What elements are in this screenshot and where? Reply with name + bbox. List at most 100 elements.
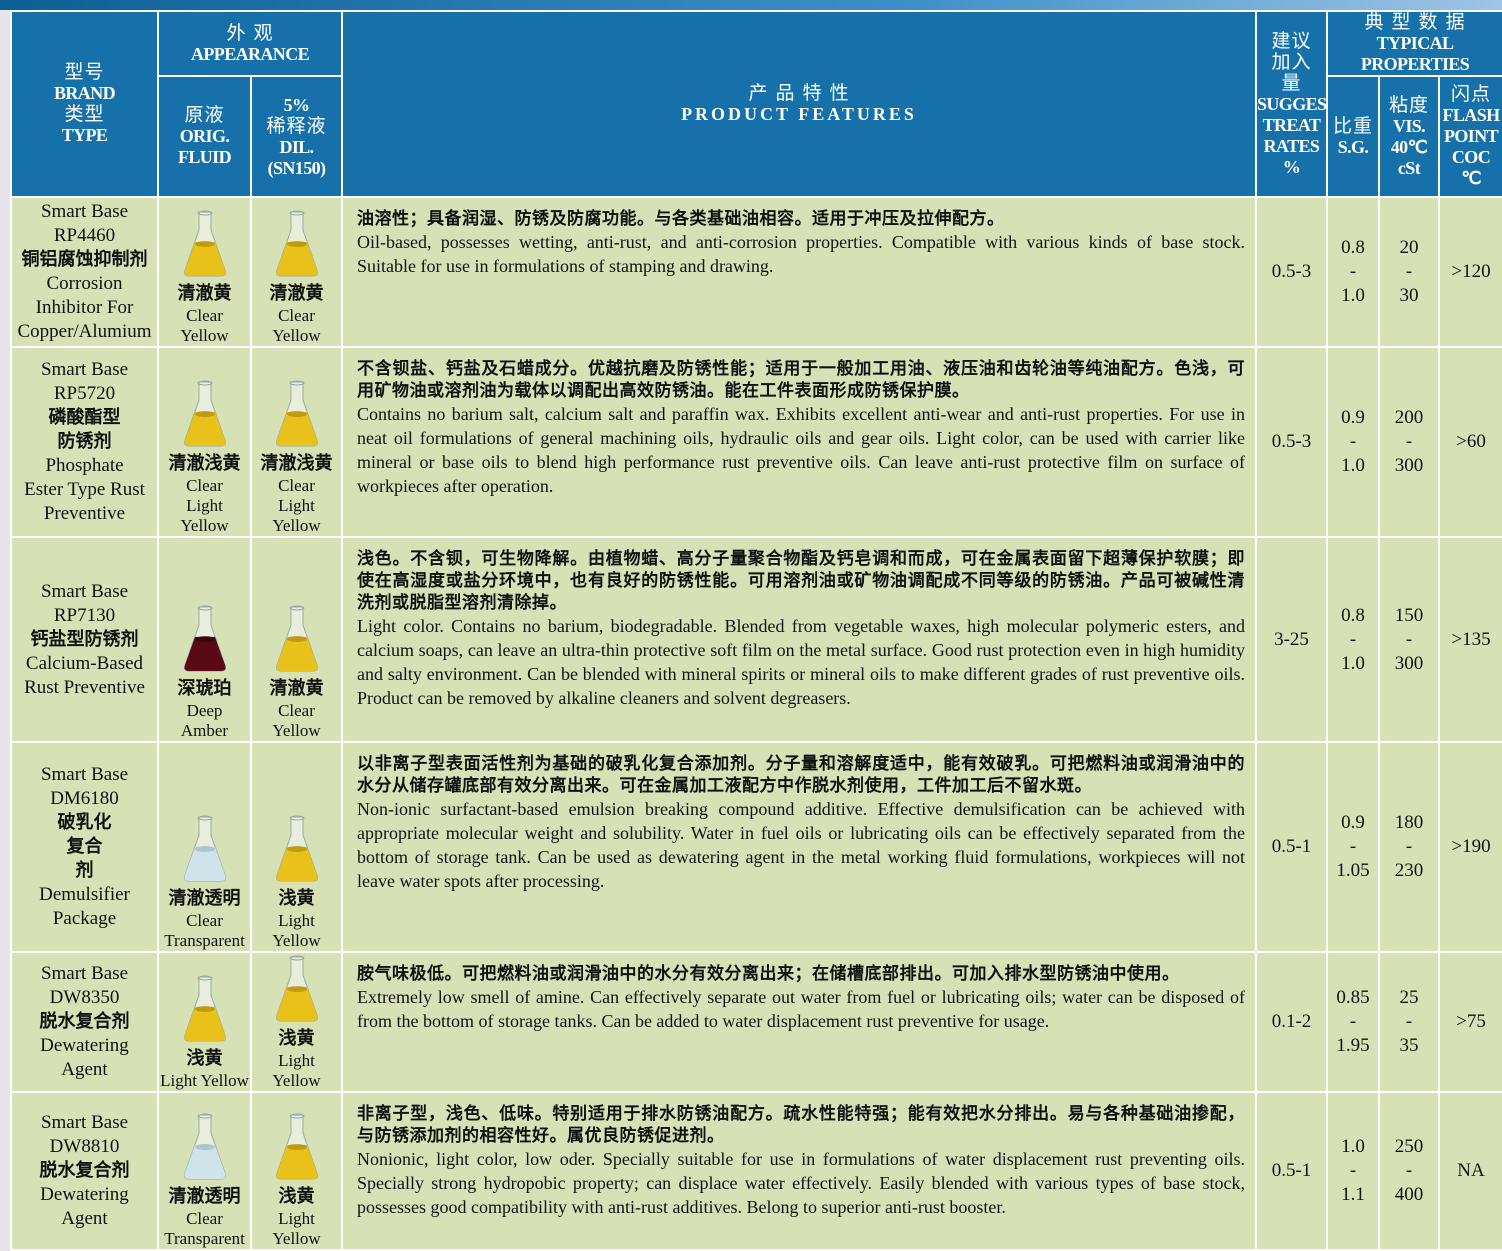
orig-line: Clear	[186, 306, 223, 325]
orig-line: 清澈透明	[168, 888, 241, 909]
sg-line: -	[1349, 1160, 1357, 1181]
vis-line: 150	[1394, 604, 1424, 626]
brand-line: Smart Base	[40, 963, 129, 984]
header-row: 原液 ORIG. FLUID 5% 稀释液 DIL. (SN150) 比重 S.G. 粘度 VIS.…	[11, 75, 1502, 198]
sg-line: 1.0	[1341, 1136, 1365, 1157]
brand-line: Agent	[61, 1059, 108, 1080]
treat-header-text: SUGGESTED	[1257, 93, 1327, 114]
data-row: Smart Base RP5720 磷酸酯型 防锈剂 Phosphate Ester Ty…	[10, 346, 1502, 538]
dil-line: Yellow	[272, 721, 321, 740]
brand-line: RP4460	[53, 225, 116, 246]
orig-header: 原液 ORIG. FLUID	[157, 75, 252, 198]
flash-header-text: FLASH	[1442, 105, 1501, 125]
vis-line: -	[1405, 628, 1413, 650]
dil-line: Yellow	[272, 931, 321, 950]
data-row: Smart Base RP4460 铜铝腐蚀抑制剂 Corrosion Inhibito…	[10, 196, 1502, 348]
orig-line: Clear	[186, 911, 223, 930]
dil-line: 浅黄	[278, 1028, 315, 1049]
orig-line: Yellow	[180, 516, 229, 535]
flask-icon	[275, 955, 318, 1022]
orig-cell: 深琥珀 Deep Amber	[157, 536, 252, 743]
brand-cell: Smart Base DW8350 脱水复合剂 Dewatering Agent	[10, 951, 159, 1093]
treat-header-text: TREAT	[1262, 114, 1321, 135]
sg-header: 比重 S.G.	[1326, 75, 1380, 198]
brand-line: Preventive	[43, 503, 126, 524]
treat-header-text: 建议	[1271, 29, 1312, 52]
data-row: Smart Base DM6180 破乳化 复合剂 Demulsifier Package…	[10, 741, 1502, 953]
brand-cell: Smart Base DW8810 脱水复合剂 Dewatering Agent	[10, 1091, 159, 1251]
dil-header-text: 5%	[283, 94, 310, 115]
dil-line: Yellow	[272, 1071, 321, 1090]
sg-line: 1.95	[1336, 1035, 1370, 1056]
orig-line: Clear	[186, 476, 223, 495]
vis-header-text: 粘度	[1388, 93, 1429, 116]
sg-line: -	[1349, 431, 1357, 452]
brand-cell: Smart Base RP5720 磷酸酯型 防锈剂 Phosphate Ester Ty…	[10, 346, 159, 538]
treat-cell: 0.5-1	[1255, 1091, 1328, 1251]
vis-line: -	[1405, 1160, 1413, 1181]
brand-line: RP7130	[53, 604, 116, 626]
brand-line: DM6180	[50, 788, 119, 809]
dil-line: Light	[278, 911, 315, 930]
vis-line: -	[1405, 431, 1413, 452]
flask-icon	[183, 210, 226, 277]
flask-icon	[183, 380, 226, 447]
dil-line: Light	[278, 1209, 315, 1228]
flask-icon	[183, 605, 226, 672]
brand-cell: Smart Base DM6180 破乳化 复合剂 Demulsifier Package	[10, 741, 159, 953]
sg-line: 1.0	[1341, 455, 1365, 476]
features-header-text: PRODUCT FEATURES	[681, 104, 917, 124]
dil-cell: 浅黄 Light Yellow	[250, 741, 343, 953]
typical-header-text: TYPICAL PROPERTIES	[1360, 33, 1470, 74]
brand-line: 铜铝腐蚀抑制剂	[21, 249, 148, 270]
flash-cell: >120	[1437, 196, 1502, 348]
features-cell: 油溶性；具备润湿、防锈及防腐功能。与各类基础油相容。适用于冲压及拉伸配方。 Oil…	[341, 196, 1257, 348]
features-en: Non-ionic surfactant-based emulsion brea…	[357, 799, 1245, 891]
sg-line: -	[1349, 261, 1357, 282]
orig-cell: 浅黄 Light Yellow	[157, 951, 252, 1093]
brand-cell: Smart Base RP7130 钙盐型防锈剂 Calcium-Based Rust …	[10, 536, 159, 743]
treat-header-text: RATES	[1263, 135, 1320, 156]
brand-header-text: 类型	[64, 103, 105, 125]
brand-line: DW8350	[49, 987, 120, 1008]
features-cell: 浅色。不含钡，可生物降解。由植物蜡、高分子量聚合物酯及钙皂调和而成，可在金属表面…	[341, 536, 1257, 743]
sg-line: 0.9	[1341, 812, 1365, 833]
treat-header: 建议加入量SUGGESTEDTREATRATES%	[1255, 10, 1328, 198]
flask-icon	[275, 605, 318, 672]
flash-header: 闪点 FLASH POINT COC ℃	[1437, 75, 1502, 198]
vis-line: 230	[1394, 860, 1424, 881]
brand-line: Smart Base	[40, 1112, 129, 1133]
product-table: 型号 BRAND 类型 TYPE 外 观 APPEARANCE 产 品 特 性 PRODUCT…	[10, 10, 1502, 1251]
flash-cell: >190	[1437, 741, 1502, 953]
flash-cell: >135	[1437, 536, 1502, 743]
dil-cell: 清澈浅黄 Clear Light Yellow	[250, 346, 343, 538]
features-en: Light color. Contains no barium, biodegr…	[357, 616, 1245, 708]
flash-header-text: COC	[1451, 147, 1491, 167]
orig-line: Yellow	[180, 326, 229, 345]
features-cn: 非离子型，浅色、低味。特别适用于排水防锈油配方。疏水性能特强；能有效把水分排出。…	[357, 1104, 1245, 1146]
treat-header-text: 量	[1281, 71, 1302, 94]
vis-header-text: 40℃	[1390, 136, 1428, 157]
vis-cell: 250 - 400	[1378, 1091, 1440, 1251]
treat-cell: 3-25	[1255, 536, 1328, 743]
flask-icon	[183, 975, 226, 1042]
dil-header-text: DIL.	[279, 136, 314, 157]
vis-cell: 150-300	[1378, 536, 1440, 743]
vis-line: 250	[1394, 1136, 1424, 1157]
vis-line: 180	[1394, 812, 1424, 833]
orig-line: Transparent	[164, 931, 245, 950]
vis-cell: 180 - 230	[1378, 741, 1440, 953]
sg-cell: 0.8 - 1.0	[1326, 196, 1380, 348]
vis-line: 30	[1399, 285, 1419, 306]
orig-line: 浅黄	[186, 1048, 223, 1069]
brand-header-text: BRAND	[53, 83, 116, 103]
brand-header-text: TYPE	[61, 125, 108, 145]
sg-line: 1.1	[1341, 1184, 1365, 1205]
features-cell: 非离子型，浅色、低味。特别适用于排水防锈油配方。疏水性能特强；能有效把水分排出。…	[341, 1091, 1257, 1251]
brand-line: Agent	[61, 1208, 108, 1229]
vis-line: 300	[1394, 455, 1424, 476]
orig-cell: 清澈透明 Clear Transparent	[157, 741, 252, 953]
treat-cell: 0.1-2	[1255, 951, 1328, 1093]
features-header: 产 品 特 性 PRODUCT FEATURES	[341, 10, 1257, 198]
orig-header-text: ORIG.	[179, 126, 230, 146]
